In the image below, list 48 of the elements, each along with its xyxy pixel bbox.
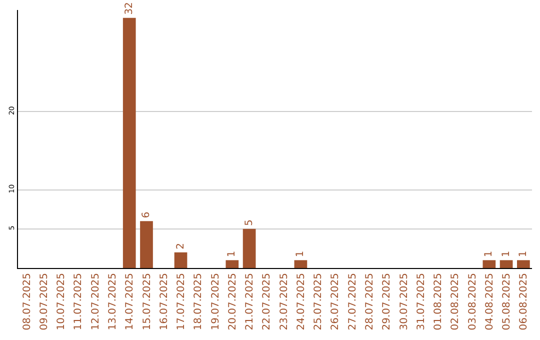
x-tick-label: 21.07.2025	[244, 273, 256, 330]
bar	[242, 228, 256, 268]
data-label: 1	[484, 250, 495, 258]
bar	[226, 260, 239, 268]
data-label: 5	[244, 220, 255, 226]
x-tick-label: 08.07.2025	[22, 273, 33, 330]
x-tick-label: 11.07.2025	[73, 273, 84, 330]
x-tick-label: 31.07.2025	[416, 273, 427, 330]
x-tick-label: 04.08.2025	[484, 273, 496, 330]
data-label: 32	[124, 2, 135, 15]
x-tick-label: 14.07.2025	[124, 273, 136, 330]
x-tick-label: 20.07.2025	[227, 273, 238, 330]
x-tick-label: 12.07.2025	[90, 273, 102, 330]
bar	[500, 260, 513, 268]
x-tick-label: 16.07.2025	[158, 273, 170, 330]
x-tick-label: 17.07.2025	[176, 273, 188, 330]
x-tick-label: 25.07.2025	[313, 273, 324, 330]
x-tick-label: 22.07.2025	[262, 273, 273, 330]
bar	[174, 252, 188, 268]
x-tick-label: 06.08.2025	[518, 273, 530, 330]
x-tick-label: 09.07.2025	[38, 273, 50, 330]
data-label: 6	[141, 212, 152, 218]
x-tick-label: 15.07.2025	[142, 273, 153, 330]
x-tick-label: 19.07.2025	[210, 273, 222, 330]
x-tick-label: 29.07.2025	[382, 273, 393, 330]
data-label: 1	[518, 250, 529, 258]
x-tick-label: 30.07.2025	[398, 273, 410, 330]
bar	[482, 260, 496, 268]
x-tick-label: 02.08.2025	[450, 273, 462, 330]
x-tick-label: 26.07.2025	[330, 273, 342, 330]
x-tick-label: 27.07.2025	[347, 273, 358, 330]
bar	[122, 18, 136, 268]
x-tick-label: 10.07.2025	[56, 273, 68, 330]
bar	[294, 260, 308, 268]
data-label: 1	[295, 250, 306, 258]
data-label: 1	[500, 250, 512, 258]
x-tick-label: 13.07.2025	[107, 273, 118, 330]
x-tick-label: 01.08.2025	[433, 273, 444, 330]
x-tick-label: 18.07.2025	[193, 273, 204, 330]
x-tick-label: 23.07.2025	[278, 273, 290, 330]
bar	[140, 221, 153, 268]
data-label: 2	[175, 242, 186, 250]
x-tick-label: 24.07.2025	[296, 273, 307, 330]
data-label: 1	[226, 250, 238, 258]
bar	[517, 260, 530, 268]
x-tick-label: 03.08.2025	[467, 273, 478, 330]
x-tick-label: 05.08.2025	[502, 273, 513, 330]
x-tick-label: 28.07.2025	[364, 273, 376, 330]
